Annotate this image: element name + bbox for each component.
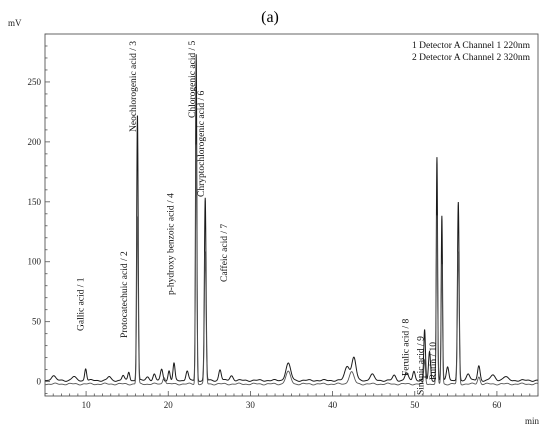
peak-label-5: Chlorogenic acid / 5: [188, 40, 198, 118]
y-tick-label: 200: [28, 137, 42, 147]
trace-2: [44, 144, 539, 386]
peak-label-6: Chryptochlorogenic acid / 6: [197, 90, 207, 197]
x-tick-label: 60: [492, 400, 502, 410]
panel-label: (a): [261, 9, 279, 26]
peak-label-4: p-hydroxy benzoic acid / 4: [167, 193, 177, 295]
peak-label-2: Protocatechuic acid / 2: [120, 251, 130, 338]
peak-label-7: Caffeic acid / 7: [219, 224, 230, 282]
x-tick-label: 40: [328, 400, 338, 410]
y-tick-label: 0: [37, 377, 42, 387]
peak-label-10: Rutin / 10: [429, 342, 439, 380]
x-tick-label: 10: [82, 400, 92, 410]
peak-label-3: Neochlorogenic acid / 3: [129, 41, 139, 132]
annotation-layer: Gallic acid / 1 Protocatechuic acid / 2 Ne…: [76, 40, 438, 395]
x-tick-label: 20: [164, 400, 174, 410]
tick-layer: 10 20 30 40 50 60 0 50 100 150 200 250: [28, 33, 539, 410]
y-tick-label: 100: [28, 257, 42, 267]
x-tick-label: 50: [410, 400, 420, 410]
x-tick-label: 30: [246, 400, 256, 410]
peak-label-8: Ferulic acid / 8: [402, 319, 412, 376]
y-tick-label: 250: [28, 77, 42, 87]
y-tick-label: 50: [32, 317, 42, 327]
legend-entry-320nm: 2 Detector A Channel 2 320nm: [412, 53, 531, 63]
peak-label-9: Sinapic acid / 9: [416, 336, 426, 395]
x-axis-unit: min: [525, 416, 540, 426]
y-axis-unit: mV: [8, 18, 22, 28]
plot-frame: [44, 33, 539, 397]
legend-entry-220nm: 1 Detector A Channel 1 220nm: [412, 41, 531, 51]
peak-label-1: Gallic acid / 1: [76, 277, 86, 331]
trace-layer: [44, 54, 539, 386]
legend: 1 Detector A Channel 1 220nm 2 Detector …: [412, 41, 531, 63]
y-tick-label: 150: [28, 197, 42, 207]
